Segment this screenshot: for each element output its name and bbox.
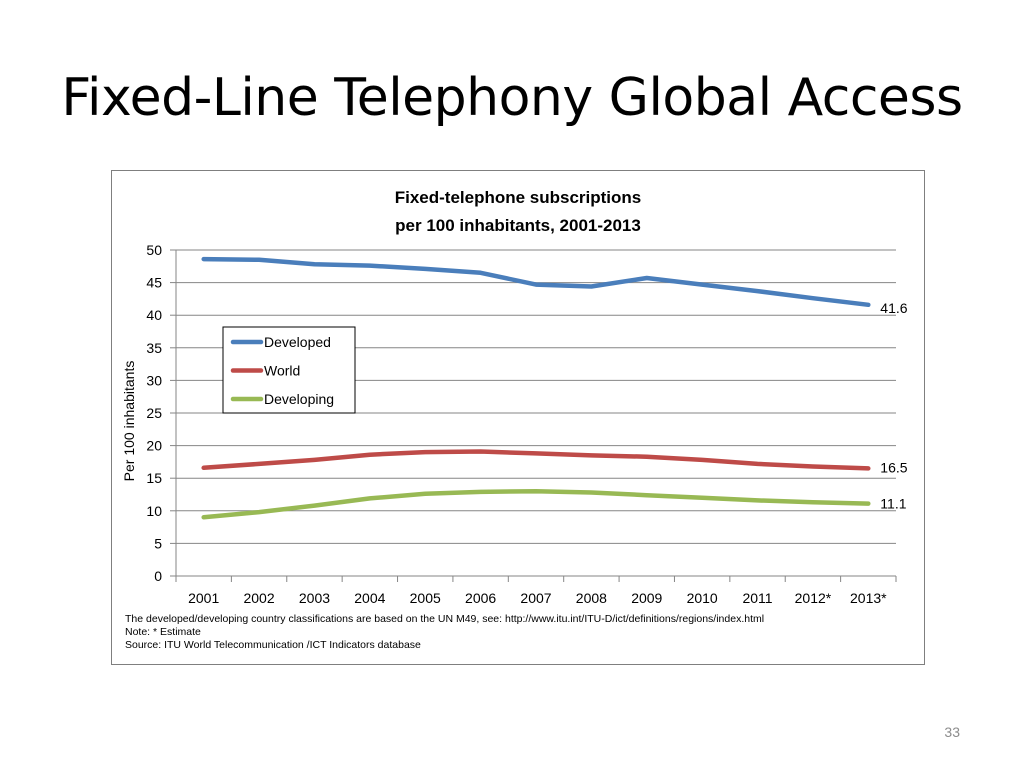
x-tick-label: 2001 — [188, 590, 219, 606]
x-tick-label: 2003 — [299, 590, 330, 606]
x-tick-label: 2009 — [631, 590, 662, 606]
chart-title: per 100 inhabitants, 2001-2013 — [395, 216, 641, 235]
slide-title: Fixed-Line Telephony Global Access — [61, 68, 963, 128]
y-tick-label: 25 — [146, 405, 162, 421]
y-tick-label: 40 — [146, 307, 162, 323]
chart-frame: Fixed-telephone subscriptions per 100 inh… — [111, 170, 925, 665]
x-tick-label: 2010 — [687, 590, 718, 606]
series-line-world — [201, 449, 871, 471]
legend-label-developed: Developed — [264, 334, 331, 350]
y-tick-label: 30 — [146, 372, 162, 388]
x-tick-label: 2011 — [742, 590, 772, 606]
legend-label-developing: Developing — [264, 391, 334, 407]
y-tick-label: 20 — [146, 438, 162, 454]
page-number: 33 — [944, 724, 960, 740]
y-tick-label: 45 — [146, 275, 162, 291]
y-tick-label: 15 — [146, 470, 162, 486]
estimate-note: Note: * Estimate — [125, 626, 201, 638]
line-chart: Fixed-telephone subscriptions per 100 inh… — [121, 188, 908, 606]
x-tick-label: 2007 — [520, 590, 551, 606]
y-tick-label: 50 — [146, 242, 162, 258]
end-label-developing: 11.1 — [880, 496, 906, 512]
y-axis-label: Per 100 inhabitants — [121, 361, 137, 482]
y-tick-label: 0 — [154, 568, 162, 584]
chart-title: Fixed-telephone subscriptions — [395, 188, 642, 207]
y-tick-label: 35 — [146, 340, 162, 356]
x-tick-label: 2013* — [850, 590, 887, 606]
x-tick-label: 2004 — [354, 590, 385, 606]
end-label-developed: 41.6 — [880, 300, 907, 316]
x-tick-label: 2006 — [465, 590, 496, 606]
series-line-developed — [201, 256, 871, 308]
x-tick-label: 2008 — [576, 590, 607, 606]
x-tick-label: 2012* — [795, 590, 832, 606]
y-tick-label: 5 — [154, 535, 162, 551]
x-tick-label: 2002 — [243, 590, 274, 606]
end-label-world: 16.5 — [880, 459, 907, 475]
series-line-developing — [201, 488, 871, 520]
legend-label-world: World — [264, 363, 300, 379]
y-tick-label: 10 — [146, 503, 162, 519]
classification-note: The developed/developing country classif… — [125, 613, 765, 625]
source-note: Source: ITU World Telecommunication /ICT… — [125, 639, 421, 651]
x-tick-label: 2005 — [410, 590, 441, 606]
chart-notes: The developed/developing country classif… — [125, 613, 915, 652]
